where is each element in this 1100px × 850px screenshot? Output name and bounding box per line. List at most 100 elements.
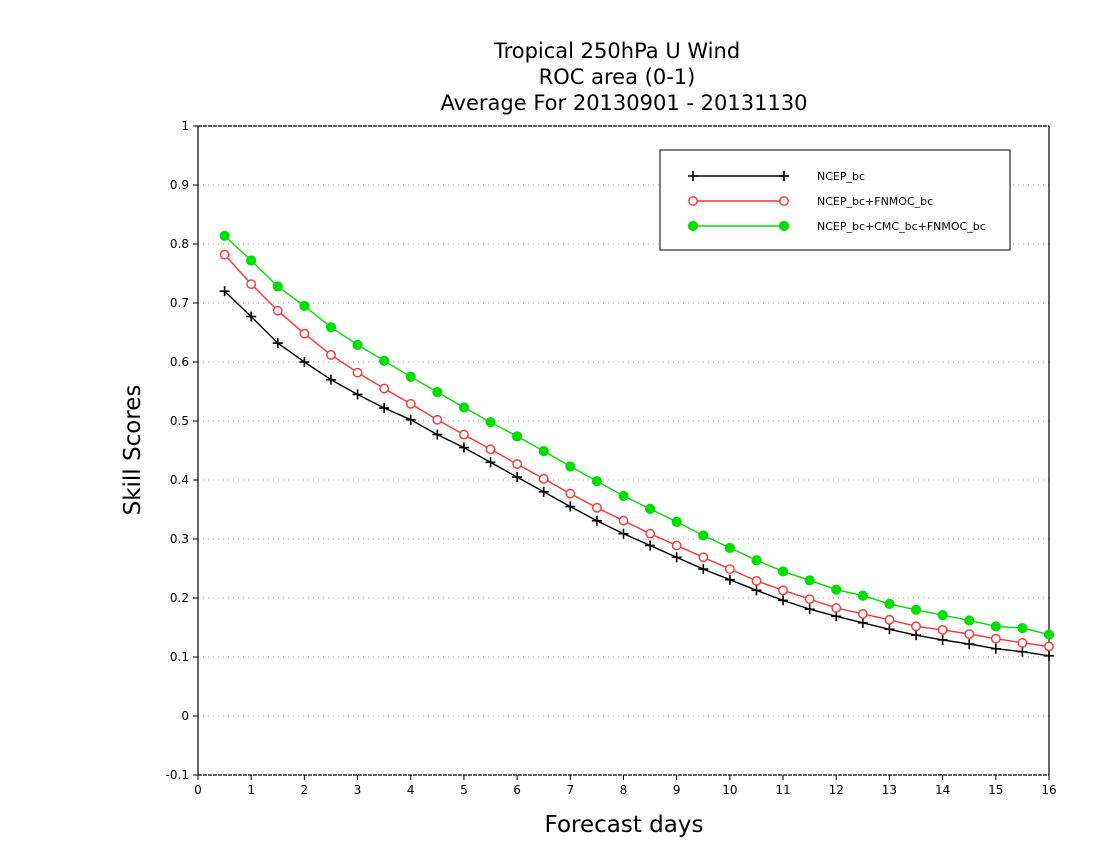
data-point [778,595,789,606]
y-tick-label: 0.2 [170,591,189,605]
legend-marker [688,171,698,181]
data-point [458,442,469,453]
data-point [724,542,735,553]
data-point [644,503,656,515]
data-point [964,639,975,650]
data-point [911,630,922,641]
data-point [325,322,337,333]
data-point [804,594,815,605]
data-point [326,350,336,360]
data-point [1017,622,1028,634]
data-point [512,472,523,483]
data-point [379,355,390,366]
legend-label: NCEP_bc+FNMOC_bc [817,195,933,208]
title-line-1: Tropical 250hPa U Wind [493,39,740,63]
data-point [1044,650,1054,661]
legend-marker [687,220,699,232]
x-tick-label: 0 [194,783,202,797]
data-point [458,402,470,413]
y-tick-label: 0.8 [170,237,189,251]
x-tick-label: 1 [247,783,255,797]
data-point [459,429,469,440]
data-point [591,476,603,487]
x-tick-label: 14 [935,783,950,797]
data-point [910,604,922,615]
axes: 0 1 2 3 4 5 6 7 8 9 10 11 12 13 14 15 16-0.100.10.20.30.… [166,119,1057,797]
data-point [1017,646,1028,657]
data-point [432,414,443,425]
data-point [671,516,682,527]
data-point [804,575,815,586]
data-point [405,414,416,425]
data-point [937,634,948,645]
y-axis-title: Skill Scores [120,385,146,516]
data-point [379,403,390,414]
data-point [698,530,709,541]
legend-label: NCEP_bc+CMC_bc+FNMOC_bc [817,220,986,233]
x-tick-label: 16 [1041,783,1056,797]
data-point [671,540,682,551]
data-point [1043,629,1055,640]
data-point [937,610,948,621]
series-2 [219,230,1055,640]
y-tick-label: 0.9 [170,178,189,192]
y-tick-label: 0.5 [170,414,189,428]
y-tick-label: 0.1 [170,650,189,664]
data-point [698,564,709,575]
x-tick-label: 4 [407,783,415,797]
x-tick-label: 12 [829,783,844,797]
legend-marker [779,196,789,206]
data-point [990,621,1001,632]
data-point [379,383,390,394]
legend-box [659,149,1011,251]
data-point [299,357,310,367]
legend-entry: NCEP_bc [688,170,865,183]
data-point [405,371,416,382]
y-tick-label: 0.6 [170,355,189,369]
data-point [485,444,496,455]
series [219,230,1055,661]
x-tick-label: 9 [673,783,681,797]
data-point [698,552,709,563]
y-tick-label: 0 [181,709,189,723]
data-point [831,603,842,613]
x-tick-label: 7 [566,783,574,797]
data-point [751,585,762,596]
x-tick-label: 13 [882,783,897,797]
data-point [831,611,842,622]
data-point [565,488,576,499]
data-point [1017,637,1028,648]
data-point [299,328,310,339]
chart-title: Tropical 250hPa U Wind ROC area (0-1) Av… [440,39,807,115]
title-line-3: Average For 20130901 - 20131130 [440,91,807,115]
data-point [857,609,868,619]
y-tick-label: 0.7 [170,296,189,310]
y-tick-label: 0.4 [170,473,189,487]
data-point [538,473,549,484]
data-point [777,566,789,577]
x-tick-label: 5 [460,783,468,797]
legend-label: NCEP_bc [817,170,865,183]
series-line [224,290,1050,657]
data-point [405,398,416,409]
data-point [432,386,443,398]
data-point [1044,641,1054,652]
data-point [645,528,655,539]
legend-marker [778,220,790,232]
data-point [272,281,283,292]
gridlines [198,184,1049,717]
data-point [591,515,602,526]
x-tick-label: 10 [722,783,737,797]
data-point [778,585,788,596]
data-point [857,590,868,601]
x-tick-label: 2 [301,783,309,797]
data-point [618,490,629,502]
data-point [724,574,735,585]
x-axis-title: Forecast days [545,812,704,838]
data-point [299,300,310,312]
x-tick-label: 15 [988,783,1003,797]
data-point [272,305,283,316]
data-point [724,564,735,574]
data-point [565,461,576,472]
